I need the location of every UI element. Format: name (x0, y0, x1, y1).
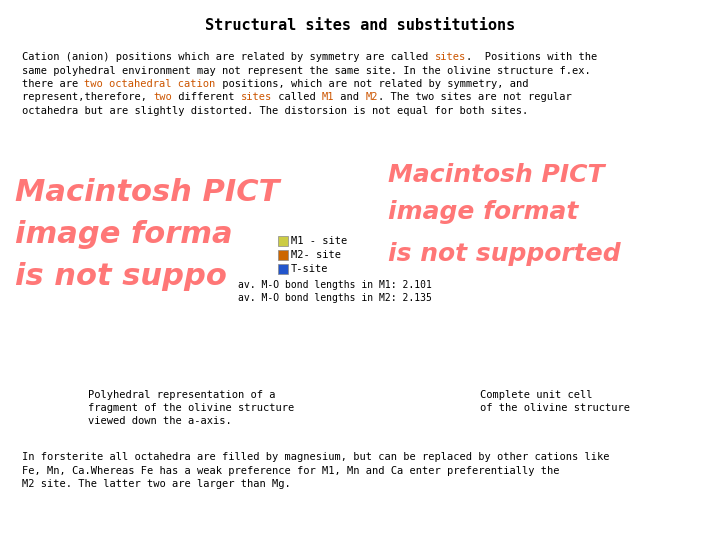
Text: different: different (172, 92, 240, 103)
Text: Macintosh PICT: Macintosh PICT (388, 163, 605, 187)
Text: av. M-O bond lengths in M1: 2.101: av. M-O bond lengths in M1: 2.101 (238, 280, 432, 290)
Text: M2 site. The latter two are larger than Mg.: M2 site. The latter two are larger than … (22, 479, 291, 489)
Text: same polyhedral environment may not represent the same site. In the olivine stru: same polyhedral environment may not repr… (22, 65, 590, 76)
Text: sites: sites (240, 92, 272, 103)
Text: image format: image format (388, 200, 578, 224)
Text: image forma⁣: image forma⁣ (15, 220, 233, 249)
Text: av. M-O bond lengths in M2: 2.135: av. M-O bond lengths in M2: 2.135 (238, 293, 432, 303)
Text: there are: there are (22, 79, 84, 89)
Text: In forsterite all octahedra are filled by magnesium, but can be replaced by othe: In forsterite all octahedra are filled b… (22, 452, 610, 462)
Text: Structural sites and substitutions: Structural sites and substitutions (205, 18, 515, 33)
Text: is not supported: is not supported (388, 242, 621, 266)
Text: Complete unit cell
of the olivine structure: Complete unit cell of the olivine struct… (480, 390, 630, 413)
Text: sites: sites (434, 52, 466, 62)
Text: positions, which are not related by symmetry, and: positions, which are not related by symm… (216, 79, 528, 89)
Text: T-site: T-site (291, 264, 328, 274)
Text: is not suppo⁣: is not suppo⁣ (15, 262, 227, 291)
Text: .  Positions with the: . Positions with the (466, 52, 597, 62)
Text: Macintosh PICT: Macintosh PICT (15, 178, 279, 207)
Bar (278, 250, 288, 260)
Text: two: two (153, 92, 172, 103)
Text: M1 - site: M1 - site (291, 236, 347, 246)
Text: M2- site: M2- site (291, 250, 341, 260)
Text: represent,therefore,: represent,therefore, (22, 92, 153, 103)
Text: Fe, Mn, Ca.Whereas Fe has a weak preference for M1, Mn and Ca enter preferential: Fe, Mn, Ca.Whereas Fe has a weak prefere… (22, 465, 559, 476)
Bar (278, 264, 288, 274)
Text: two octahedral cation: two octahedral cation (84, 79, 216, 89)
Text: M2: M2 (366, 92, 378, 103)
Text: and: and (335, 92, 366, 103)
Text: octahedra but are slightly distorted. The distorsion is not equal for both sites: octahedra but are slightly distorted. Th… (22, 106, 528, 116)
Text: Polyhedral representation of a
fragment of the olivine structure
viewed down the: Polyhedral representation of a fragment … (88, 390, 294, 427)
Text: Cation (anion) positions which are related by symmetry are called: Cation (anion) positions which are relat… (22, 52, 434, 62)
Bar (278, 236, 288, 246)
Text: M1: M1 (322, 92, 335, 103)
Text: . The two sites are not regular: . The two sites are not regular (378, 92, 572, 103)
Text: called: called (272, 92, 322, 103)
